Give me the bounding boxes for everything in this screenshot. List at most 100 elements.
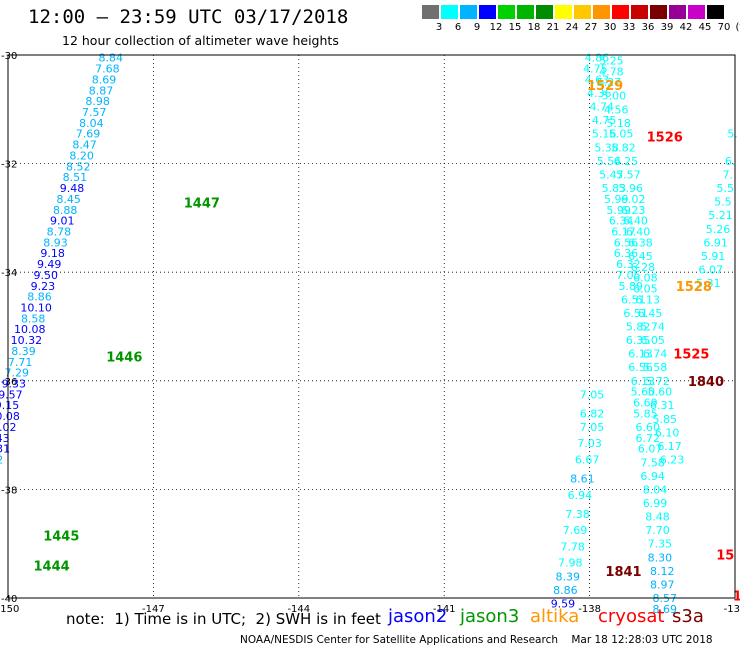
swh-value-label: 6.13 [631,375,656,388]
swh-value-label: 7.68 [95,63,120,76]
swh-value-label: 9.23 [31,280,56,293]
swh-value-label: 6.56 [614,236,639,249]
swh-value-label: 8.98 [85,95,110,108]
swh-value-label: 6.45 [628,250,653,263]
swh-value-label: 7.78 [560,540,585,553]
swh-value-label: 4.74 [589,101,614,114]
swh-value-label: 5.27 [597,76,622,89]
scale-label: 15 [508,22,522,33]
swh-value-label: 5.16 [592,128,617,141]
swh-value-label: 5.96 [619,182,644,195]
swh-value-label: 9.01 [50,215,75,228]
swh-value-label: 8.86 [27,291,52,304]
swh-value-label: 8.61 [570,473,595,486]
swh-value-label: 8.04 [643,483,668,496]
scale-swatch [707,5,724,19]
swh-value-label: 9.43 [0,432,10,445]
swh-value-label: 6.35 [626,334,651,347]
scale-label: (ft) [735,22,740,33]
swh-value-label: 7.05 [616,269,641,282]
scale-swatch [688,5,705,19]
pass-time-label: 1529 [587,79,623,94]
swh-value-label: 8.93 [43,236,68,249]
swh-value-label: 7.71 [8,356,33,369]
swh-value-label: 7. [722,168,733,181]
pass-time-label: 1841 [605,565,641,580]
swh-value-label: 5.60 [631,386,656,399]
scale-label: 6 [454,22,462,33]
scale-swatch [441,5,458,19]
scale-swatch [612,5,629,19]
x-tick-label: -138 [578,604,601,615]
satellite-cryosat: cryosat [598,606,665,627]
swh-value-label: 4.36 [587,87,612,100]
scale-label: 21 [546,22,560,33]
data-marks: 8.847.688.698.878.987.578.047.698.478.20… [0,52,740,616]
swh-value-label: 7.05 [580,421,605,434]
y-tick-label: -38 [1,485,17,496]
swh-value-label: 8.12 [650,565,675,578]
swh-value-label: 8.69 [92,73,117,86]
swh-value-label: 6.34 [609,215,634,228]
swh-value-label: 5.38 [594,141,619,154]
scale-swatch [479,5,496,19]
swh-value-label: 6.10 [655,426,680,439]
swh-value-label: 6.17 [657,440,682,453]
footer-credit: NOAA/NESDIS Center for Satellite Applica… [240,634,713,646]
scale-label: 18 [527,22,541,33]
scale-label: 30 [603,22,617,33]
swh-value-label: 9.49 [37,258,62,271]
swh-value-label: 7.29 [4,367,29,380]
swh-value-label: 6.38 [628,236,653,249]
swh-value-label: 7.03 [577,437,602,450]
scale-swatch [498,5,515,19]
swh-value-label: 7.38 [565,508,590,521]
swh-value-label: 6.67 [575,454,600,467]
swh-value-label: 9.18 [40,247,65,260]
scale-swatch [650,5,667,19]
plot-frame [7,54,736,599]
swh-value-label: 6.99 [643,497,668,510]
swh-value-label: 6.51 [623,307,648,320]
swh-value-label: 6.45 [638,307,663,320]
swh-value-label: 6.91 [703,236,728,249]
swh-value-label: 7.05 [580,388,605,401]
scale-label: 3 [435,22,443,33]
scale-label: 70 [717,22,731,33]
y-tick-label: -40 [1,594,17,605]
swh-value-label: 8.30 [648,551,673,564]
x-tick-label: -147 [142,604,165,615]
swh-value-label: 8.51 [63,171,88,184]
pass-time-label: 1528 [676,280,712,295]
swh-value-label: 6.94 [640,470,665,483]
swh-value-label: 6.17 [611,225,636,238]
swh-value-label: 5.89 [619,280,644,293]
scale-label: 27 [584,22,598,33]
pass-time-label: 1446 [106,350,142,365]
swh-value-label: 8.58 [21,312,46,325]
swh-value-label: 7.69 [76,128,101,141]
swh-value-label: 6.25 [614,155,639,168]
swh-value-label: 6. [725,155,736,168]
y-tick-label: -32 [1,160,17,171]
swh-value-label: 7.57 [82,106,107,119]
swh-value-label: 7.35 [648,538,673,551]
swh-value-label: 5.60 [648,386,673,399]
swh-value-label: 5.18 [606,117,631,130]
swh-value-label: 6.02 [621,193,646,206]
swh-value-label: 5.05 [609,128,634,141]
y-tick-label: -36 [1,377,17,388]
swh-value-label: 6.69 [633,397,658,410]
swh-value-label: 5.99 [606,204,631,217]
swh-value-label: 6.56 [628,361,653,374]
swh-value-label: 6.23 [660,454,685,467]
swh-value-label: 5.47 [599,168,624,181]
pass-time-label: 1525 [673,348,709,363]
swh-value-label: 6.82 [580,407,605,420]
scale-swatch [574,5,591,19]
swh-value-label: 5.00 [602,90,627,103]
scale-label: 45 [698,22,712,33]
scale-swatch [536,5,553,19]
swh-value-label: 8.48 [645,511,670,524]
satellite-jason3: jason3 [460,606,520,627]
